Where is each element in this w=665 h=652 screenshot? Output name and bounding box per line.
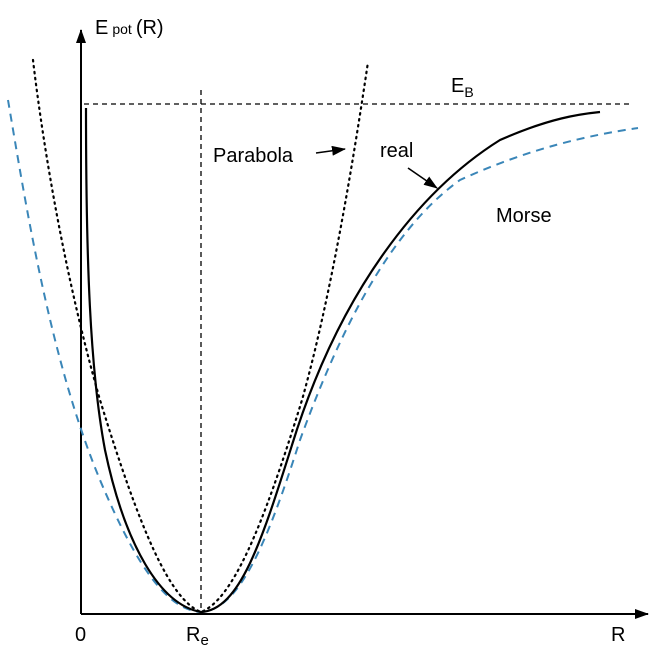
parabola-curve bbox=[31, 58, 370, 614]
origin-label: 0 bbox=[75, 624, 86, 646]
real-pointer-arrow bbox=[407, 167, 438, 189]
real-curve bbox=[84, 107, 601, 614]
morse-curve bbox=[7, 99, 639, 614]
eb-label: EB bbox=[451, 75, 474, 100]
parabola-label: Parabola bbox=[213, 145, 294, 167]
x-axis-label: R bbox=[611, 624, 625, 646]
real-label: real bbox=[380, 140, 413, 162]
morse-label: Morse bbox=[496, 205, 552, 227]
re-label: Re bbox=[186, 624, 209, 649]
parabola-pointer-arrow bbox=[315, 145, 346, 156]
